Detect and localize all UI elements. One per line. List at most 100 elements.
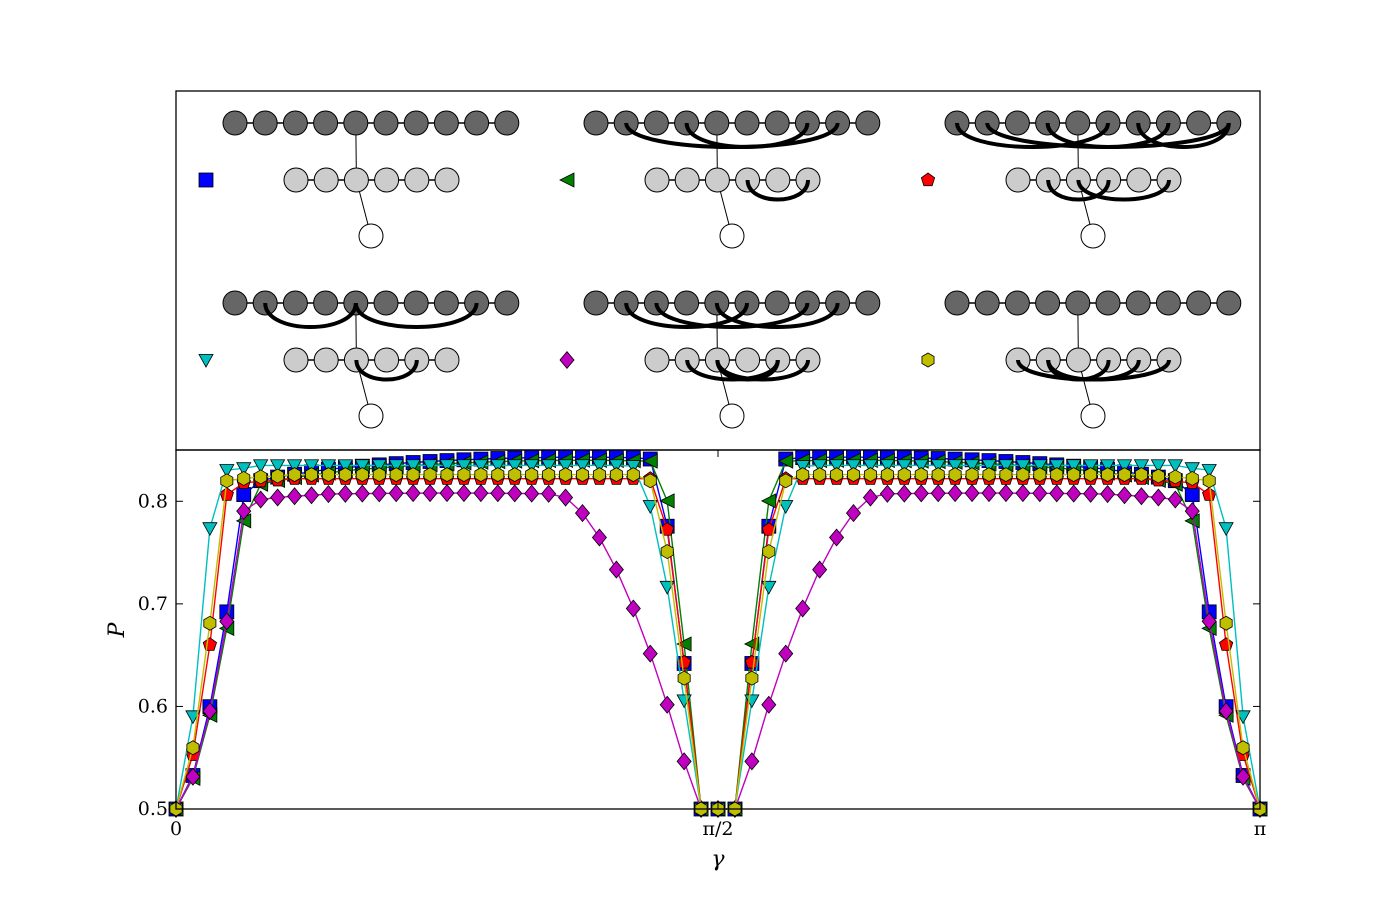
- top-node: [343, 110, 369, 136]
- coupling-arc: [654, 302, 810, 329]
- data-point: [354, 484, 370, 503]
- data-point: [659, 695, 675, 714]
- top-node: [855, 290, 881, 316]
- mid-node: [313, 347, 339, 373]
- data-point: [542, 467, 556, 483]
- data-point: [608, 560, 624, 579]
- data-point: [896, 459, 912, 474]
- data-point: [1167, 490, 1183, 509]
- data-point: [457, 467, 471, 483]
- series-line: [175, 492, 1261, 810]
- data-point: [1184, 487, 1200, 502]
- data-point: [744, 752, 760, 771]
- series-diamond: [168, 484, 1268, 819]
- coupling-arc: [715, 359, 780, 382]
- data-point: [964, 459, 980, 474]
- data-point: [559, 467, 573, 483]
- data-point: [288, 467, 302, 483]
- data-point: [186, 740, 200, 756]
- data-point: [981, 484, 997, 503]
- data-point: [525, 467, 539, 483]
- coupling-arc: [1046, 179, 1111, 202]
- data-point: [999, 467, 1013, 483]
- data-point: [269, 459, 286, 474]
- data-point: [845, 459, 862, 474]
- data-point: [422, 484, 438, 503]
- coupling-arc: [745, 179, 810, 202]
- data-point: [879, 484, 895, 503]
- data-point: [507, 484, 523, 503]
- coupling-arc: [714, 302, 840, 329]
- data-point: [931, 467, 945, 483]
- top-node: [494, 110, 520, 136]
- axes: 0 π/2 π 0.5 0.6 0.7 0.8: [138, 450, 1266, 840]
- data-point: [642, 500, 658, 514]
- data-point: [236, 462, 252, 477]
- data-point: [354, 459, 370, 474]
- y-axis-label: P: [105, 621, 130, 638]
- data-point: [320, 459, 337, 474]
- data-point: [625, 460, 641, 475]
- data-point: [795, 460, 811, 475]
- mid-node: [374, 167, 400, 193]
- top-node: [403, 290, 429, 316]
- data-point: [355, 467, 369, 483]
- data-point: [930, 484, 946, 503]
- data-point: [1033, 467, 1047, 483]
- data-point: [202, 637, 218, 651]
- legend-marker-hexagon: [921, 352, 935, 368]
- data-point: [405, 459, 421, 474]
- data-point: [236, 487, 252, 502]
- data-point: [1150, 459, 1167, 474]
- data-point: [236, 502, 252, 521]
- top-node: [1035, 290, 1061, 316]
- data-point: [609, 467, 623, 483]
- data-point: [863, 467, 877, 483]
- data-point: [1184, 502, 1200, 521]
- series-line: [175, 456, 1261, 810]
- data-point: [777, 453, 794, 469]
- data-point: [1134, 467, 1148, 483]
- data-point: [524, 484, 540, 503]
- x-tick-label: π/2: [703, 818, 734, 840]
- data-point: [203, 615, 217, 631]
- data-point: [828, 459, 845, 474]
- data-point: [508, 467, 522, 483]
- data-point: [303, 486, 320, 505]
- data-point: [1133, 459, 1150, 474]
- data-point: [254, 469, 268, 485]
- top-node: [1065, 110, 1091, 136]
- series-pentagon: [168, 471, 1268, 816]
- data-point: [253, 490, 269, 509]
- data-point: [1201, 464, 1217, 478]
- top-node: [373, 290, 399, 316]
- top-node: [313, 290, 339, 316]
- diagram-6: [921, 290, 1242, 429]
- data-point: [456, 484, 472, 503]
- legend-marker-triangle-down: [198, 353, 214, 368]
- data-point: [287, 487, 303, 506]
- top-node: [1125, 290, 1151, 316]
- diagram-panel: [198, 110, 1242, 429]
- data-point: [1083, 484, 1099, 503]
- y-tick-label: 0.8: [138, 490, 168, 512]
- x-tick-label: π: [1254, 818, 1267, 840]
- data-point: [1067, 467, 1081, 483]
- data-point: [643, 473, 657, 489]
- data-point: [1168, 469, 1182, 485]
- top-node: [433, 290, 459, 316]
- data-point: [796, 467, 810, 483]
- legend-marker-triangle-left: [559, 172, 575, 188]
- top-node: [1186, 110, 1212, 136]
- data-point: [253, 459, 269, 474]
- data-point: [474, 467, 488, 483]
- coupling-arc: [1046, 359, 1111, 382]
- data-point: [862, 488, 878, 507]
- data-point: [1185, 470, 1199, 486]
- data-point: [1202, 473, 1216, 489]
- data-point: [1218, 522, 1234, 537]
- mid-node: [674, 167, 700, 193]
- data-point: [1066, 459, 1082, 474]
- data-point: [1082, 459, 1099, 474]
- series-square: [168, 449, 1268, 817]
